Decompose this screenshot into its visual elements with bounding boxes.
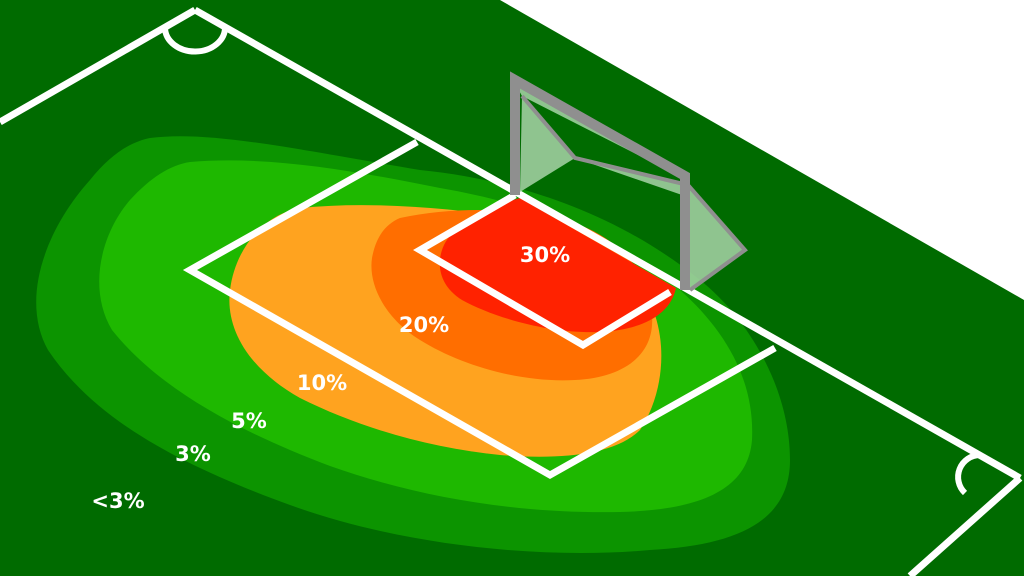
goal-frame [510,71,690,290]
label-lt3pct: <3% [91,489,144,513]
far-touchline [907,475,1023,576]
corner-arc-right [955,452,981,496]
goal-area [413,191,672,350]
pitch-markings [0,6,1023,576]
penalty-area [182,138,777,480]
label-20pct: 20% [399,313,449,337]
goal-line [193,6,1022,482]
goal-net-back [575,158,745,290]
goal [510,71,748,292]
label-3pct: 3% [175,442,211,466]
label-10pct: 10% [297,371,347,395]
label-5pct: 5% [231,409,267,433]
corner-arc-left [162,26,229,55]
goal-net-side [520,96,575,192]
label-30pct: 30% [520,243,570,267]
